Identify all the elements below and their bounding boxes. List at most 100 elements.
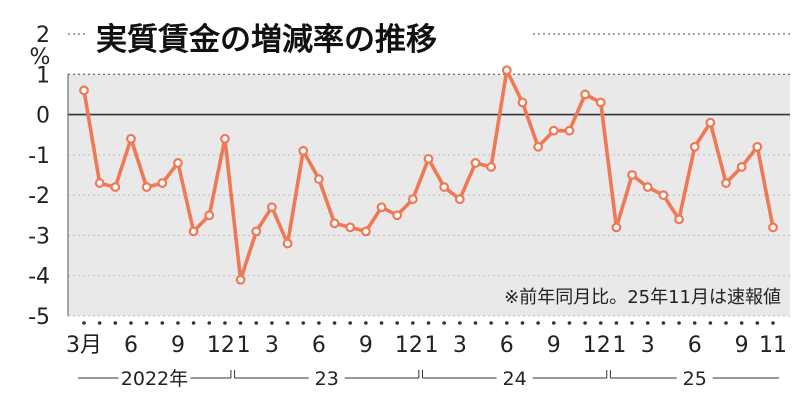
y-tick-label: -2 <box>28 184 50 209</box>
x-tick-dot <box>458 321 462 325</box>
x-tick-dot <box>771 321 775 325</box>
x-tick-dot <box>238 321 243 325</box>
x-tick-label: 12 <box>207 333 235 358</box>
data-point <box>721 178 731 188</box>
x-tick-label: 11 <box>759 333 787 358</box>
note-background <box>396 284 786 310</box>
x-tick-dot <box>551 321 556 325</box>
x-tick-dot <box>645 321 650 325</box>
data-point <box>376 202 387 213</box>
data-point <box>595 97 606 108</box>
x-tick-dot <box>348 321 353 325</box>
data-point <box>141 182 152 192</box>
x-tick-dot <box>411 321 415 325</box>
y-tick-label: -3 <box>28 224 50 249</box>
data-point <box>658 190 669 201</box>
x-tick-label: 3月 <box>66 333 102 358</box>
data-point <box>79 85 89 96</box>
x-tick-dot <box>160 321 165 325</box>
x-tick-dot <box>379 321 384 325</box>
data-point <box>689 141 700 152</box>
x-tick-label: 9 <box>735 333 749 358</box>
data-point <box>329 218 340 229</box>
data-point <box>736 162 747 172</box>
data-point <box>454 194 465 205</box>
x-tick-label: 12 <box>583 333 611 358</box>
year-label: 23 <box>315 368 339 390</box>
data-point <box>564 125 575 136</box>
y-tick-label: -5 <box>28 305 50 330</box>
data-point <box>392 210 403 221</box>
x-tick-dot <box>520 321 525 325</box>
x-tick-dot <box>504 321 509 325</box>
data-point <box>674 214 684 225</box>
x-tick-dot <box>129 321 133 325</box>
x-tick-dot <box>176 321 180 325</box>
x-tick-label: 12 <box>395 333 423 358</box>
data-point <box>204 210 215 221</box>
data-point <box>251 226 262 237</box>
data-point <box>313 174 324 184</box>
y-tick-label: 2 <box>36 23 50 48</box>
x-tick-dot <box>113 321 118 325</box>
year-label: 2022年 <box>121 368 188 390</box>
x-tick-label: 9 <box>547 333 561 358</box>
data-point <box>486 162 497 172</box>
x-tick-label: 6 <box>312 333 326 358</box>
data-point <box>439 182 450 192</box>
year-labels: 2022年 23 24 25 <box>78 368 779 390</box>
x-tick-dot <box>661 321 666 325</box>
data-point <box>220 133 230 144</box>
data-point <box>345 222 356 233</box>
x-tick-label: 9 <box>359 333 373 358</box>
x-tick-label: 3 <box>641 333 655 358</box>
y-axis-unit: % <box>30 45 51 70</box>
x-tick-dot <box>223 321 227 325</box>
data-point <box>110 182 121 192</box>
x-tick-dot <box>598 321 603 325</box>
x-tick-label: 3 <box>453 333 467 358</box>
y-axis-ticks: 2 1 0 -1 -2 -3 -4 -5 <box>28 23 50 330</box>
title-background <box>86 16 530 60</box>
data-point <box>533 141 544 152</box>
x-tick-label: 6 <box>688 333 702 358</box>
x-tick-dot <box>755 321 760 325</box>
x-tick-dot <box>583 321 587 325</box>
data-point <box>94 178 105 188</box>
data-point <box>768 222 778 233</box>
x-tick-dot <box>82 321 86 325</box>
y-tick-label: 1 <box>36 63 50 88</box>
x-tick-dot <box>630 321 634 325</box>
y-tick-label: -4 <box>28 265 50 290</box>
x-tick-dot <box>97 321 102 325</box>
x-tick-label: 9 <box>171 333 185 358</box>
data-point <box>298 145 309 156</box>
x-tick-dot <box>708 321 713 325</box>
data-point <box>157 178 168 188</box>
data-point <box>642 182 653 192</box>
data-point <box>407 194 418 205</box>
data-point <box>705 117 716 128</box>
data-point <box>360 226 371 237</box>
x-tick-dot <box>426 321 431 325</box>
x-tick-dot <box>317 321 321 325</box>
data-point <box>611 222 622 233</box>
x-tick-dot <box>567 321 572 325</box>
y-tick-label: -1 <box>28 144 50 169</box>
data-point <box>752 141 763 152</box>
x-tick-dot <box>254 321 259 325</box>
x-tick-dot <box>473 321 478 325</box>
year-label: 24 <box>503 368 527 390</box>
x-tick-dot <box>442 321 446 325</box>
data-point <box>548 125 559 136</box>
x-tick-dot <box>614 321 619 325</box>
x-tick-dot <box>144 321 149 325</box>
series-markers <box>79 65 778 285</box>
x-tick-dot <box>536 321 540 325</box>
data-point <box>267 202 277 213</box>
x-tick-label: 3 <box>265 333 279 358</box>
x-tick-dot <box>207 321 212 325</box>
x-tick-dot <box>739 321 744 325</box>
x-tick-label: 1 <box>612 333 626 358</box>
